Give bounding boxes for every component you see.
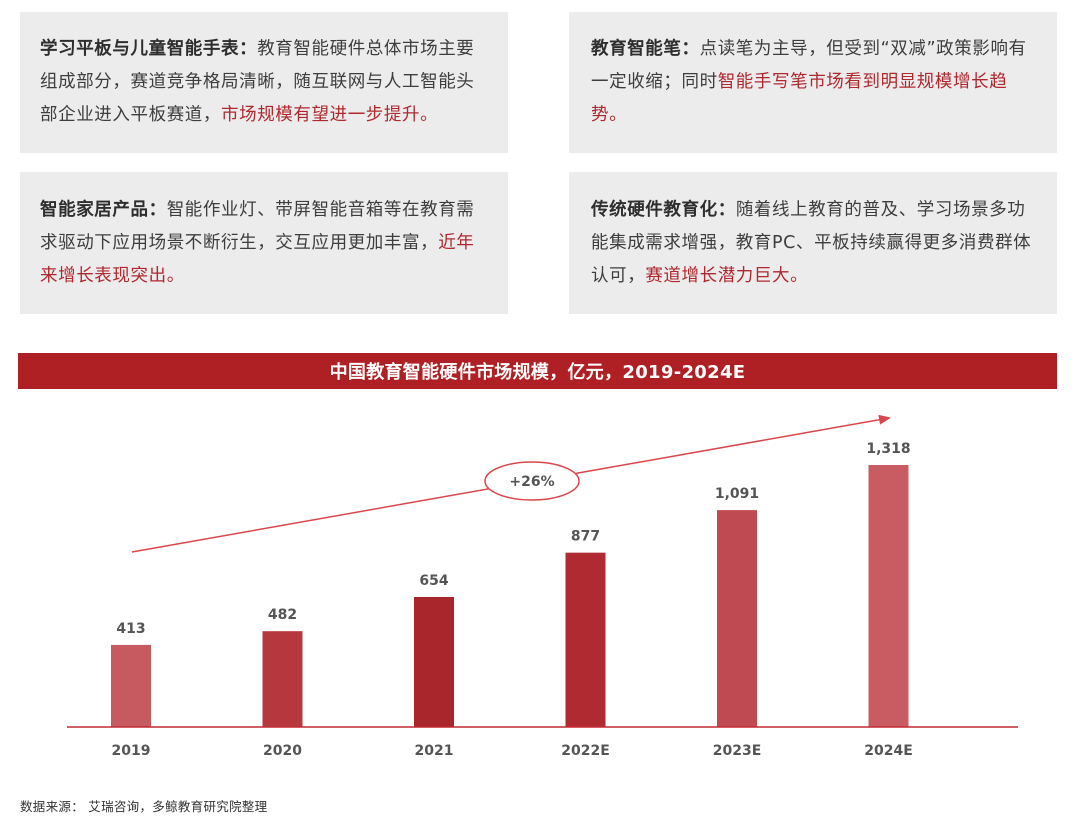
bar-2021	[414, 596, 454, 727]
card-title: 智能家居产品：	[40, 199, 167, 220]
bar-2019	[111, 644, 151, 727]
value-label-2024E: 1,318	[866, 441, 910, 457]
data-source-note: 数据来源： 艾瑞咨询，多鲸教育研究院整理	[20, 799, 268, 814]
card-highlight: 赛道增长潜力巨大。	[645, 265, 809, 286]
value-label-2023E: 1,091	[715, 486, 759, 502]
bars-layer: 413 2019 482 2020 654 2021 877 2022E 1,091 2023E 1…	[111, 441, 913, 759]
info-card-tablet-watch: 学习平板与儿童智能手表：教育智能硬件总体市场主要组成部分，赛道竞争格局清晰，随互…	[20, 12, 508, 153]
info-card-smart-pen: 教育智能笔：点读笔为主导，但受到“双减”政策影响有一定收缩；同时智能手写笔市场看…	[569, 12, 1057, 153]
chart-title: 中国教育智能硬件市场规模，亿元，2019-2024E	[18, 353, 1057, 389]
value-label-2021: 654	[419, 573, 448, 589]
category-label-2019: 2019	[112, 743, 151, 759]
card-title: 学习平板与儿童智能手表：	[40, 39, 258, 59]
card-title: 传统硬件教育化：	[591, 199, 736, 220]
value-label-2022E: 877	[571, 529, 600, 545]
category-label-2020: 2020	[263, 743, 302, 759]
category-label-2021: 2021	[415, 743, 454, 759]
category-label-2024E: 2024E	[864, 743, 913, 759]
card-highlight: 近年来增长表现突出。	[40, 232, 475, 286]
bar-2022E	[565, 552, 606, 727]
cagr-annotation-ellipse	[484, 461, 580, 501]
value-label-2019: 413	[116, 621, 145, 637]
category-label-2022E: 2022E	[561, 743, 610, 759]
card-highlight: 市场规模有望进一步提升。	[221, 105, 439, 125]
card-highlight: 智能手写笔市场看到明显规模增长趋势。	[591, 72, 1008, 125]
info-card-smart-home: 智能家居产品：智能作业灯、带屏智能音箱等在教育需求驱动下应用场景不断衍生，交互应…	[20, 172, 508, 314]
bar-2020	[262, 631, 303, 727]
value-label-2020: 482	[268, 607, 297, 623]
card-body: 点读笔为主导，但受到“双减”政策影响有一定收缩；同时	[591, 39, 1027, 92]
category-label-2023E: 2023E	[713, 743, 762, 759]
bar-2024E	[868, 465, 909, 727]
info-card-traditional-hardware: 传统硬件教育化：随着线上教育的普及、学习场景多功能集成需求增强，教育PC、平板持…	[569, 172, 1057, 314]
bar-chart: 413 2019 482 2020 654 2021 877 2022E 1,091 2023E 1…	[67, 414, 1018, 759]
card-title: 教育智能笔：	[591, 39, 700, 59]
bar-2023E	[717, 510, 757, 727]
card-body: 智能作业灯、带屏智能音箱等在教育需求驱动下应用场景不断衍生，交互应用更加丰富，	[40, 199, 475, 253]
cagr-annotation-label: +26%	[509, 474, 554, 490]
card-body: 随着线上教育的普及、学习场景多功能集成需求增强，教育PC、平板持续赢得更多消费群…	[591, 199, 1032, 286]
card-body: 教育智能硬件总体市场主要组成部分，赛道竞争格局清晰，随互联网与人工智能头部企业进…	[40, 39, 475, 125]
